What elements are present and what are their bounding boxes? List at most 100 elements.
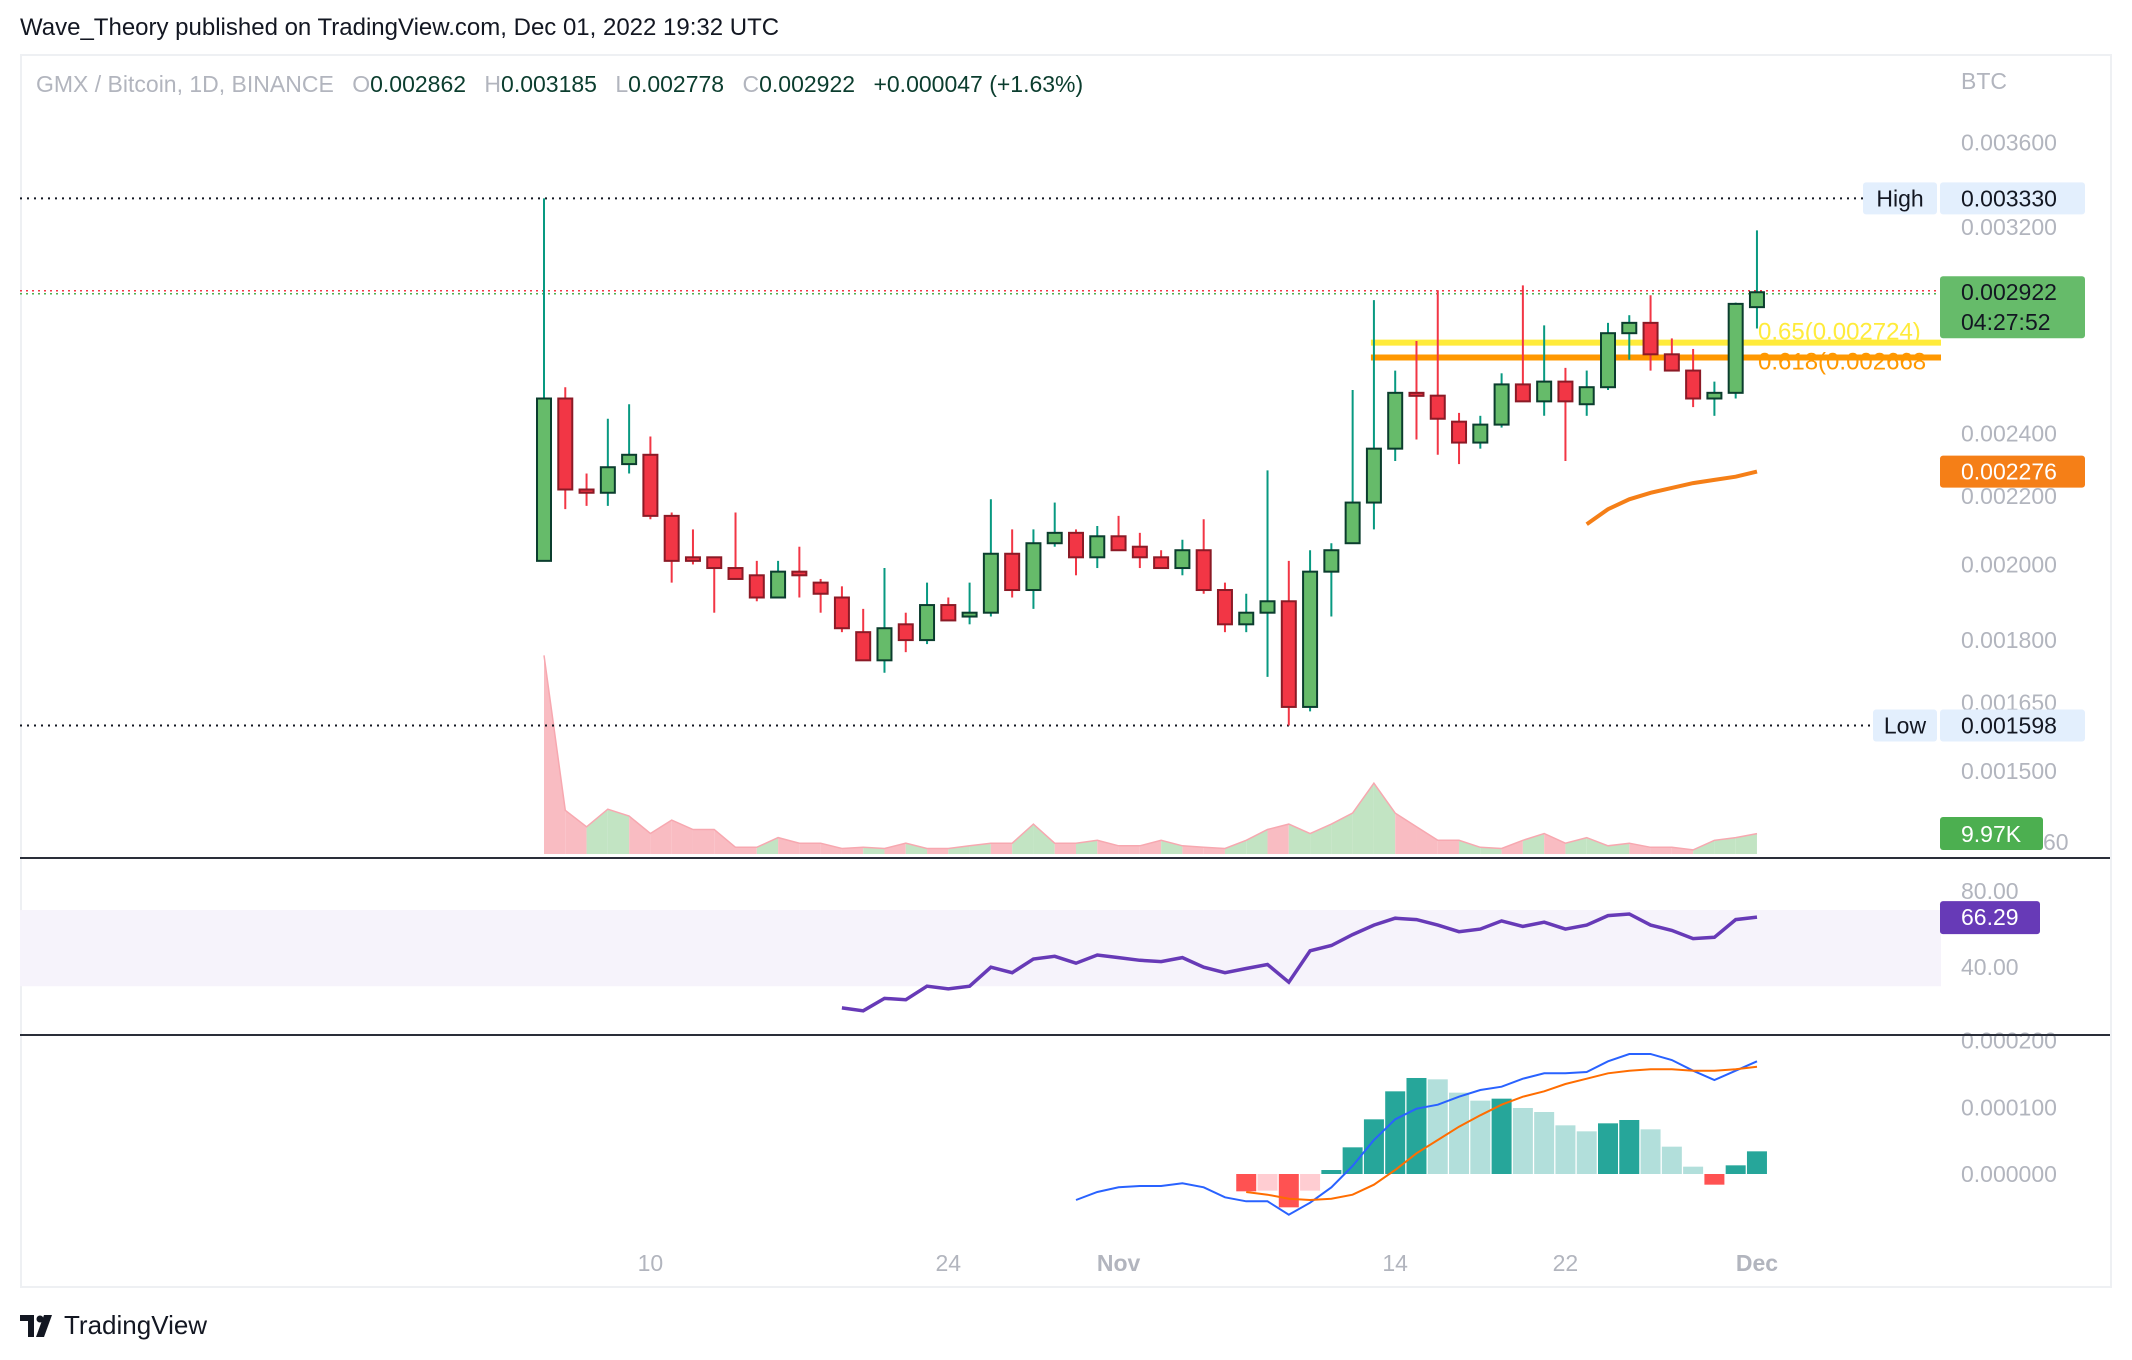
volume-segment <box>1267 824 1289 854</box>
moving-average-tag <box>1940 455 2085 488</box>
macd-histogram-bar <box>1598 1123 1618 1174</box>
macd-histogram-bar <box>1449 1092 1470 1174</box>
volume-segment <box>1097 840 1119 854</box>
time-axis-tick: 10 <box>638 1250 664 1276</box>
volume-segment <box>1629 843 1651 854</box>
candle-body <box>663 514 680 562</box>
macd-signal-line <box>1246 1065 1758 1202</box>
volume-segment <box>820 843 842 854</box>
volume-segment <box>607 809 630 854</box>
candle-body <box>1472 423 1489 444</box>
candle-body <box>1685 369 1702 400</box>
volume-value: 9.97K <box>1961 821 2022 847</box>
candle-body <box>1642 321 1659 356</box>
high-label-box <box>1863 182 1937 215</box>
moving-average-value: 0.002276 <box>1961 459 2057 485</box>
price-axis-tick: 0.003200 <box>1961 214 2057 240</box>
candle-body <box>1365 447 1382 504</box>
high-value-box <box>1940 182 2085 215</box>
volume-segment <box>927 848 949 854</box>
change-value: +0.000047 (+1.63%) <box>873 71 1084 97</box>
rsi-axis-tick: 80.00 <box>1961 878 2019 904</box>
volume-segment <box>544 655 566 854</box>
candle-body <box>1046 531 1063 545</box>
macd-line <box>1075 1053 1758 1216</box>
volume-segment <box>1331 813 1353 854</box>
volume-segment <box>586 809 608 854</box>
volume-segment <box>629 815 651 854</box>
high-label: H <box>484 71 502 97</box>
candle-body <box>1727 302 1744 394</box>
time-axis-tick: Nov <box>1097 1250 1141 1276</box>
close-label: C <box>742 71 760 97</box>
volume-segment <box>1054 843 1076 854</box>
time-axis-tick: Dec <box>1736 1250 1778 1276</box>
close-value: 0.002922 <box>759 71 856 97</box>
candle-body <box>919 604 936 642</box>
macd-histogram-bar <box>1576 1131 1597 1174</box>
volume-segment <box>1565 837 1587 854</box>
candle-body <box>1387 391 1404 450</box>
candle-body <box>982 552 999 614</box>
high-label: High <box>1876 185 1923 211</box>
macd-axis-tick: 0.000100 <box>1961 1094 2057 1120</box>
macd-histogram-bar <box>1491 1098 1512 1174</box>
candle-body <box>855 631 872 662</box>
macd-axis-tick: 0.000200 <box>1961 1028 2057 1054</box>
volume-segment <box>990 843 1013 854</box>
candle-body <box>1068 531 1084 559</box>
macd-histogram-bar <box>1427 1079 1448 1174</box>
macd-histogram-bar <box>1534 1111 1555 1174</box>
time-axis-tick: 22 <box>1553 1250 1579 1276</box>
open-value: 0.002862 <box>370 71 467 97</box>
candles <box>536 198 1765 726</box>
tradingview-logo-icon <box>20 1314 52 1337</box>
macd-histogram-bar <box>1363 1119 1384 1174</box>
volume-axis-tick: 60 <box>2043 829 2069 855</box>
candle-body <box>1706 391 1723 400</box>
candle-body <box>1600 332 1616 389</box>
rsi-value: 66.29 <box>1961 904 2019 930</box>
candle-body <box>706 556 723 570</box>
volume-segment <box>1182 845 1204 854</box>
volume-segment <box>1714 837 1736 854</box>
rsi-tag <box>1940 901 2040 935</box>
volume-segment <box>778 837 800 854</box>
moving-average-line <box>1585 469 1758 526</box>
macd-histogram-bar <box>1746 1151 1767 1174</box>
volume-area <box>543 655 1758 854</box>
chart-frame <box>20 54 2112 1288</box>
time-axis-tick: 24 <box>936 1250 962 1276</box>
fib-level-label: 0.618(0.002668 <box>1758 349 1926 376</box>
low-label-box <box>1873 709 1937 742</box>
low-value: 0.001598 <box>1961 713 2057 739</box>
volume-segment <box>735 847 757 854</box>
candle-body <box>1302 570 1319 708</box>
price-axis-tick: 0.001500 <box>1961 758 2057 784</box>
volume-segment <box>799 843 821 854</box>
candle-body <box>1323 549 1340 573</box>
symbol-title[interactable]: GMX / Bitcoin, 1D, BINANCE <box>36 71 334 97</box>
volume-segment <box>1671 847 1694 854</box>
volume-segment <box>1118 845 1140 854</box>
macd-axis-tick: 0.000000 <box>1961 1161 2057 1187</box>
volume-segment <box>1544 833 1566 854</box>
volume-segment <box>565 810 587 854</box>
low-value-box <box>1940 709 2085 742</box>
macd-histogram-bar <box>1342 1147 1363 1174</box>
candle-body <box>770 570 787 599</box>
time-axis-tick: 14 <box>1382 1250 1408 1276</box>
candle-body <box>1621 321 1638 335</box>
candle-body <box>876 627 893 662</box>
rsi-band <box>20 910 1941 987</box>
price-axis-tick: 0.001800 <box>1961 627 2057 653</box>
macd-histogram-bar <box>1640 1129 1661 1174</box>
volume-segment <box>1161 840 1183 854</box>
price-axis-tick: 0.002000 <box>1961 551 2057 577</box>
tradingview-logo[interactable]: TradingView <box>20 1310 207 1341</box>
candle-body <box>1748 291 1765 309</box>
fib-level-label: 0.65(0.002724) <box>1758 319 1921 346</box>
volume-segment <box>1650 847 1672 854</box>
volume-segment <box>1012 824 1034 854</box>
